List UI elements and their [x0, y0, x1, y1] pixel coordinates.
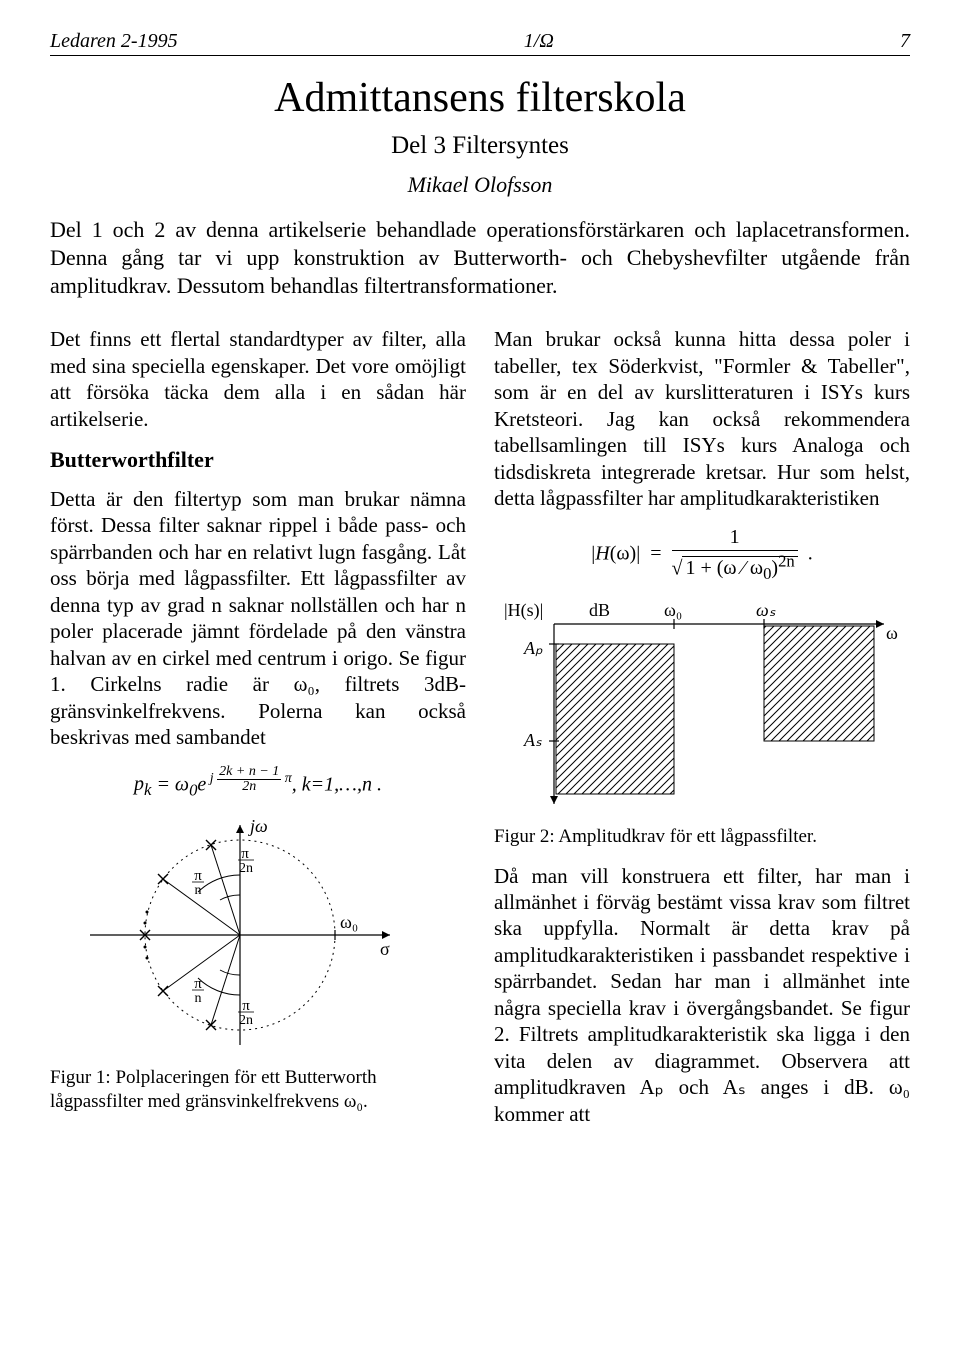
column-left: Det finns ett flertal standardtyper av f…: [50, 326, 466, 1141]
col1-para-2: Detta är den filtertyp som man brukar nä…: [50, 486, 466, 751]
figure-1-pole-diagram: jω σ ω₀ π 2n π n π n π 2n: [50, 810, 460, 1060]
svg-text:2n: 2n: [239, 861, 253, 876]
header-left: Ledaren 2-1995: [50, 30, 178, 53]
article-title: Admittansens filterskola: [50, 74, 910, 122]
col1-para-1: Det finns ett flertal standardtyper av f…: [50, 326, 466, 432]
fig2-label-as: Aₛ: [523, 730, 542, 750]
col2-para-1: Man brukar också kunna hitta dessa poler…: [494, 326, 910, 511]
fig1-label-w0: ω₀: [340, 912, 358, 932]
svg-text:π: π: [242, 998, 250, 1014]
running-header: Ledaren 2-1995 1/Ω 7: [50, 30, 910, 56]
header-center: 1/Ω: [524, 30, 554, 53]
column-right: Man brukar också kunna hitta dessa poler…: [494, 326, 910, 1141]
fig2-label-hs: |H(s)|: [504, 600, 543, 621]
figure-2-amplitude-spec: |H(s)| dB ω₀ ωₛ ω Aₚ Aₛ: [494, 594, 904, 819]
fig2-label-omega: ω: [886, 623, 898, 643]
formula-amplitude: |H(ω)| = 1 √1 + (ω ⁄ ω0)2n .: [494, 526, 910, 584]
fig2-label-ap: Aₚ: [523, 638, 543, 658]
figure-1-caption: Figur 1: Polplaceringen för ett Butterwo…: [50, 1066, 466, 1114]
figure-2-caption: Figur 2: Amplitudkrav för ett lågpassfil…: [494, 825, 910, 849]
fig1-label-jw: jω: [248, 816, 268, 836]
section-heading-butterworth: Butterworthfilter: [50, 446, 466, 474]
abstract: Del 1 och 2 av denna artikelserie behand…: [50, 216, 910, 300]
article-author: Mikael Olofsson: [50, 172, 910, 198]
article-subtitle: Del 3 Filtersyntes: [50, 132, 910, 160]
svg-text:2n: 2n: [239, 1013, 253, 1028]
formula-poles-tail: , k=1,…,n .: [292, 773, 382, 795]
svg-text:π: π: [241, 846, 249, 862]
fig2-label-db: dB: [589, 600, 610, 620]
header-right: 7: [900, 30, 910, 53]
col2-para-2: Då man vill konstruera ett filter, har m…: [494, 863, 910, 1128]
formula-poles: pk = ω0e j 2k + n − 12n π, k=1,…,n .: [50, 765, 466, 800]
svg-text:n: n: [195, 883, 202, 898]
fig1-label-sigma: σ: [380, 939, 390, 959]
fig2-label-ws: ωₛ: [756, 600, 776, 620]
fig2-label-w0: ω₀: [664, 600, 682, 620]
svg-text:π: π: [194, 868, 202, 884]
page: Ledaren 2-1995 1/Ω 7 Admittansens filter…: [0, 0, 960, 1171]
svg-text:π: π: [194, 976, 202, 992]
two-column-body: Det finns ett flertal standardtyper av f…: [50, 326, 910, 1141]
svg-text:n: n: [195, 991, 202, 1006]
